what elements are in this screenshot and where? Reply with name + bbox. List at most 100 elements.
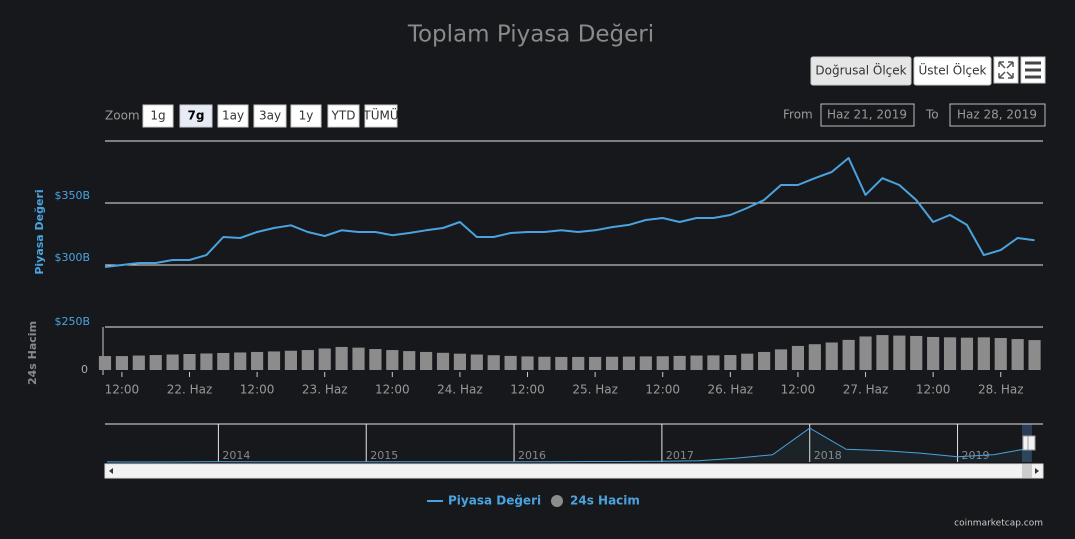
from-label: From — [783, 108, 813, 122]
to-input[interactable] — [949, 103, 1046, 127]
volume-bar — [386, 350, 399, 370]
zoom-button-label[interactable]: 7g — [188, 109, 205, 123]
volume-bar — [960, 337, 974, 370]
scale-button[interactable]: Doğrusal Ölçek — [810, 56, 912, 86]
y2-axis-title: 24s Hacim — [26, 321, 39, 385]
volume-bar — [842, 339, 855, 370]
x-tick-label: 12:00 — [240, 383, 275, 397]
zoom-button[interactable]: YTD — [327, 104, 360, 128]
volume-bar — [538, 356, 551, 370]
volume-bar — [98, 356, 112, 370]
x-tick-label: 23. Haz — [302, 383, 348, 397]
zoom-button-bg[interactable] — [142, 104, 174, 128]
zoom-button-bg[interactable] — [253, 104, 287, 128]
volume-bar — [318, 348, 331, 370]
scrollbar-right-arrow[interactable] — [1035, 468, 1039, 474]
zoom-button[interactable]: 3ay — [253, 104, 287, 128]
zoom-button-bg[interactable] — [364, 104, 398, 128]
volume-bar — [808, 344, 821, 370]
zoom-button-bg[interactable] — [217, 104, 249, 128]
volume-bar — [639, 356, 652, 370]
volume-bar — [758, 351, 771, 370]
market-cap-line — [104, 157, 1035, 268]
x-tick-label: 12:00 — [105, 383, 140, 397]
fullscreen-button[interactable] — [993, 56, 1019, 84]
scale-button[interactable]: Üstel Ölçek — [913, 56, 992, 86]
x-tick-label: 12:00 — [781, 383, 816, 397]
volume-bar — [251, 351, 264, 370]
volume-bar — [825, 342, 838, 370]
volume-bar — [369, 349, 382, 370]
zoom-label: Zoom — [105, 109, 140, 123]
scrollbar-left-arrow[interactable] — [109, 468, 113, 474]
menu-button[interactable] — [1020, 56, 1046, 84]
volume-bar — [352, 347, 365, 370]
scale-button-label[interactable]: Doğrusal Ölçek — [815, 62, 906, 78]
zoom-button[interactable]: 1ay — [217, 104, 249, 128]
x-tick-label: 12:00 — [645, 383, 680, 397]
volume-bar — [267, 351, 281, 370]
volume-bar — [876, 335, 889, 370]
zoom-button-label[interactable]: 1g — [150, 109, 165, 123]
legend-label[interactable]: Piyasa Değeri — [448, 494, 541, 508]
zoom-button-label[interactable]: TÜMÜ — [362, 107, 398, 123]
volume-bar — [741, 353, 754, 370]
volume-bar — [284, 350, 297, 370]
volume-bar — [403, 351, 416, 370]
y-axis-title: Piyasa Değeri — [33, 189, 46, 274]
x-tick-label: 12:00 — [375, 383, 410, 397]
scale-button-bg[interactable] — [810, 56, 912, 86]
legend-item[interactable]: 24s Hacim — [551, 494, 640, 508]
volume-bar — [234, 352, 247, 370]
volume-bar — [572, 356, 585, 370]
scrollbar-track — [104, 463, 1044, 479]
zoom-button[interactable]: TÜMÜ — [362, 104, 399, 128]
volume-bar — [927, 336, 940, 370]
volume-bar — [420, 351, 433, 370]
zoom-button-label[interactable]: 1y — [299, 109, 314, 123]
volume-bar — [1028, 340, 1041, 370]
navigator-tick-label: 2018 — [814, 449, 842, 462]
navigator-line — [106, 427, 1031, 463]
navigator-tick-label: 2015 — [370, 449, 398, 462]
zoom-button[interactable]: 1y — [290, 104, 322, 128]
volume-bar — [487, 355, 500, 370]
legend-label[interactable]: 24s Hacim — [570, 494, 640, 508]
to-value[interactable]: Haz 28, 2019 — [957, 108, 1037, 122]
volume-bar — [183, 354, 196, 370]
volume-bar — [521, 356, 534, 370]
x-tick-label: 12:00 — [916, 383, 951, 397]
volume-bar — [977, 337, 990, 370]
zoom-button[interactable]: 7g — [179, 104, 213, 128]
zoom-button[interactable]: 1g — [142, 104, 174, 128]
volume-bar — [622, 356, 636, 370]
volume-bar — [943, 337, 957, 370]
volume-bar — [673, 355, 686, 370]
legend-symbol[interactable] — [551, 495, 563, 507]
scrollbar-thumb[interactable] — [1022, 464, 1032, 478]
scale-button-bg[interactable] — [913, 56, 992, 86]
zoom-button-label[interactable]: 1ay — [222, 109, 244, 123]
volume-bar — [301, 350, 314, 370]
legend-item[interactable]: Piyasa Değeri — [427, 494, 541, 508]
volume-bar — [335, 346, 348, 370]
zoom-button-bg[interactable] — [179, 104, 213, 128]
volume-bar — [910, 335, 923, 370]
from-value[interactable]: Haz 21, 2019 — [827, 108, 907, 122]
credit[interactable]: coinmarketcap.com — [954, 519, 1043, 529]
zoom-button-label[interactable]: YTD — [331, 109, 356, 123]
zoom-button-bg[interactable] — [290, 104, 322, 128]
zoom-button-label[interactable]: 3ay — [259, 109, 281, 123]
volume-bar — [994, 338, 1007, 370]
navigator-tick-label: 2017 — [666, 449, 694, 462]
x-tick-label: 25. Haz — [572, 383, 618, 397]
navigator-handle[interactable] — [1027, 435, 1036, 451]
x-tick-label: 27. Haz — [843, 383, 889, 397]
scale-button-label[interactable]: Üstel Ölçek — [919, 62, 987, 78]
zoom-button-bg[interactable] — [327, 104, 360, 128]
volume-bar — [115, 356, 128, 370]
x-tick-label: 26. Haz — [708, 383, 754, 397]
from-input[interactable] — [820, 103, 915, 127]
volume-bar — [589, 356, 602, 370]
